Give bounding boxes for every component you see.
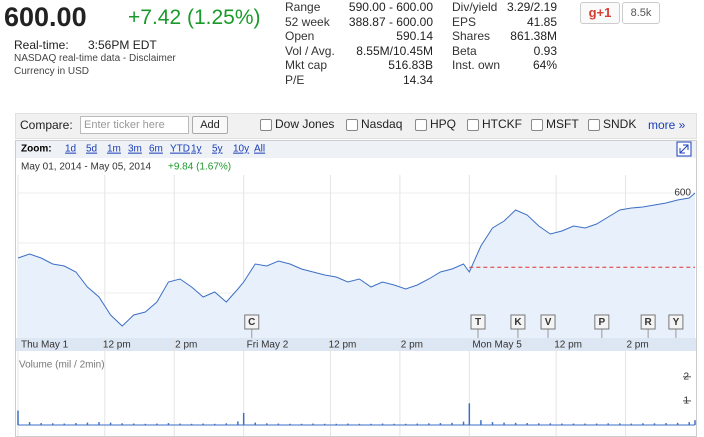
range-dates: May 01, 2014 - May 05, 2014 (21, 162, 152, 173)
y-tick-label: 600 (674, 188, 691, 199)
x-axis-band (16, 338, 696, 351)
compare-label: Compare: (20, 118, 73, 132)
event-flag[interactable] (540, 314, 556, 330)
zoom-option[interactable]: 10y (233, 144, 249, 155)
volume-tick-label: 1 (683, 396, 689, 407)
stat-label: Vol / Avg. (285, 43, 335, 58)
x-tick-label: 12 pm (103, 340, 131, 351)
stat-label: Beta (452, 43, 477, 58)
gplus-button[interactable]: g+1 (580, 2, 620, 24)
stat-label: EPS (452, 14, 477, 29)
ticker-checkbox[interactable] (415, 119, 427, 131)
price: 600.00 (4, 2, 87, 32)
x-tick-label: 2 pm (626, 340, 648, 351)
area (18, 193, 695, 338)
event-letter: C (248, 317, 255, 328)
stat-label: Inst. own (452, 58, 501, 72)
stat-label: Shares (452, 29, 491, 43)
stat-label: Mkt cap (285, 58, 328, 72)
ticker-checkbox[interactable] (588, 119, 600, 131)
volume-label: Volume (mil / 2min) (19, 360, 105, 371)
price-line (17, 192, 696, 327)
zoom-option[interactable]: 5y (212, 144, 223, 155)
stat-value: 590.00 - 600.00 (348, 0, 433, 14)
zoom-option[interactable]: 1d (65, 144, 76, 155)
x-tick-label: 2 pm (401, 340, 423, 351)
event-flag[interactable] (640, 314, 656, 330)
event-flag[interactable] (668, 314, 684, 330)
event-letter: Y (673, 317, 680, 328)
zoom-option[interactable]: 6m (149, 144, 163, 155)
zoom-bar (16, 141, 696, 158)
stat-label: Range (285, 0, 321, 14)
price-change: +7.42 (1.25%) (128, 6, 261, 29)
zoom-option[interactable]: 5d (86, 144, 97, 155)
stat-value: 861.38M (510, 29, 557, 43)
stat-value: 14.34 (402, 72, 433, 87)
volume-tick-label: 2 (683, 371, 689, 382)
stat-value: 64% (532, 58, 557, 72)
ticker-checkbox[interactable] (260, 119, 272, 131)
stat-value: 516.83B (388, 58, 433, 72)
event-letter: V (545, 317, 552, 328)
event-flag[interactable] (594, 314, 610, 330)
ticker-name: HTCKF (482, 117, 522, 131)
zoom-option[interactable]: 1m (107, 144, 121, 155)
ticker-name: MSFT (546, 117, 579, 131)
zoom-option[interactable]: 3m (128, 144, 142, 155)
realtime-time: 3:56PM EDT (88, 38, 157, 52)
zoom-option[interactable]: All (254, 144, 265, 155)
stat-label: P/E (285, 72, 305, 87)
ticker-name: Dow Jones (275, 117, 335, 131)
disclaimer[interactable]: NASDAQ real-time data - Disclaimer (14, 53, 176, 64)
event-letter: R (645, 317, 653, 328)
more-link[interactable]: more » (648, 118, 686, 132)
zoom-option[interactable]: YTD (170, 144, 190, 155)
event-flag[interactable] (510, 314, 526, 330)
stat-value: 41.85 (526, 14, 557, 29)
ticker-name: Nasdaq (361, 117, 403, 131)
stat-label: Open (285, 29, 315, 43)
realtime-label: Real-time: (14, 38, 69, 52)
zoom-label: Zoom: (21, 144, 52, 155)
add-button[interactable]: Add (192, 116, 228, 134)
stat-label: 52 week (285, 14, 330, 29)
gplus-count: 8.5k (622, 2, 660, 24)
x-tick-label: Mon May 5 (472, 340, 522, 351)
event-letter: T (475, 317, 481, 328)
stat-label: Div/yield (452, 0, 498, 14)
stat-value: 8.55M/10.45M (356, 43, 433, 58)
ticker-checkbox[interactable] (467, 119, 479, 131)
event-letter: P (599, 317, 606, 328)
event-flag[interactable] (244, 314, 260, 330)
ticker-checkbox[interactable] (531, 119, 543, 131)
ticker-checkbox[interactable] (346, 119, 358, 131)
chart: Zoom: May 01, 2014 - May 05, 2014 +9.84 … (15, 140, 697, 437)
zoom-option[interactable]: 1y (191, 144, 202, 155)
x-tick-label: 12 pm (554, 340, 582, 351)
stat-value: 590.14 (396, 29, 433, 43)
x-tick-label: 2 pm (175, 340, 197, 351)
currency: Currency in USD (14, 66, 90, 77)
ticker-input[interactable]: Enter ticker here (80, 116, 189, 134)
expand-arrow (679, 144, 689, 154)
range-change: +9.84 (1.67%) (168, 162, 231, 173)
ticker-name: SNDK (603, 117, 637, 131)
ticker-name: HPQ (430, 117, 457, 131)
x-tick-label: 12 pm (329, 340, 357, 351)
stat-value: 0.93 (533, 43, 557, 58)
stat-value: 388.87 - 600.00 (348, 14, 433, 29)
x-tick-label: Thu May 1 (21, 340, 69, 351)
event-letter: K (514, 317, 522, 328)
event-flag[interactable] (470, 314, 486, 330)
x-tick-label: Fri May 2 (247, 340, 289, 351)
stat-value: 3.29/2.19 (506, 0, 557, 14)
